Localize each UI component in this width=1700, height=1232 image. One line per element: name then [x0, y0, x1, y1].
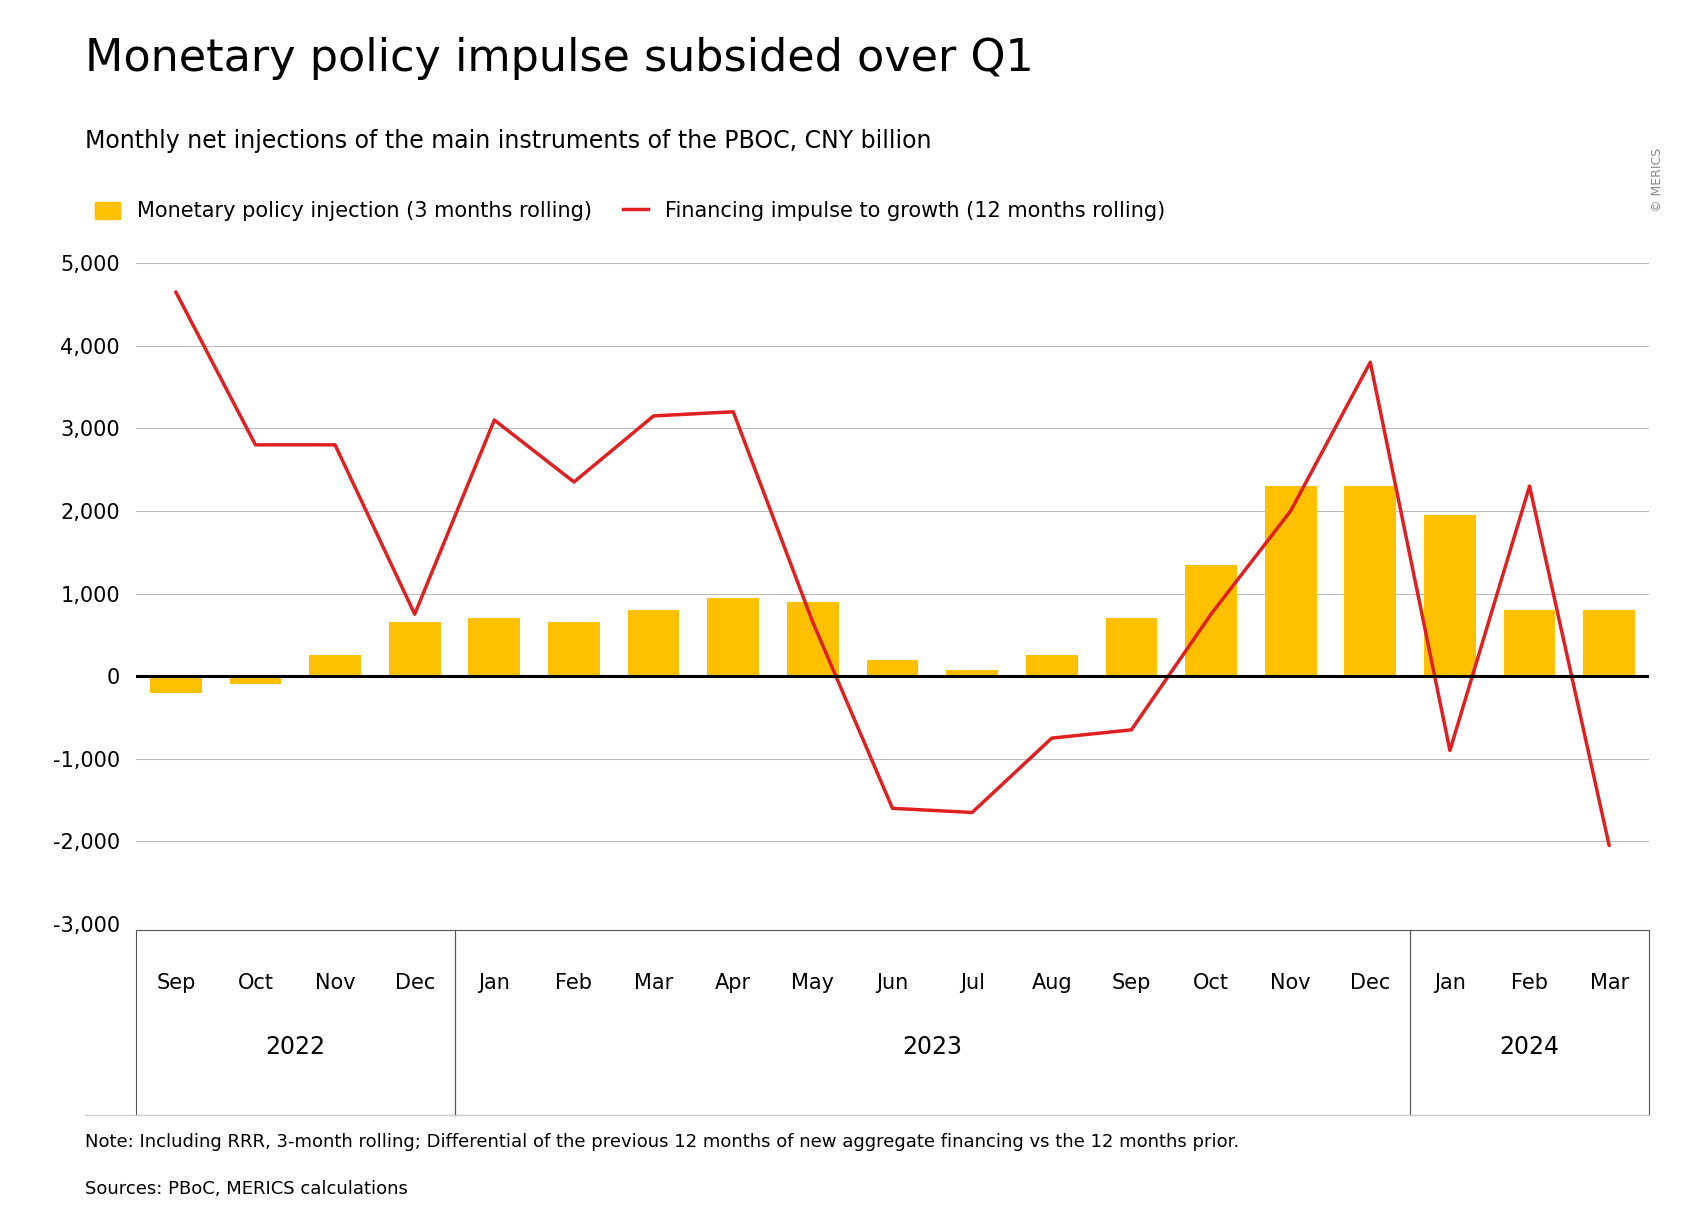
Text: Dec: Dec: [394, 973, 435, 993]
Bar: [947, 670, 998, 676]
Text: 2024: 2024: [1499, 1035, 1559, 1060]
Text: Jan: Jan: [478, 973, 510, 993]
Text: May: May: [792, 973, 835, 993]
Text: Mar: Mar: [1590, 973, 1629, 993]
Bar: [547, 622, 600, 676]
Text: Note: Including RRR, 3-month rolling; Differential of the previous 12 months of : Note: Including RRR, 3-month rolling; Di…: [85, 1133, 1239, 1152]
Text: Oct: Oct: [1193, 973, 1229, 993]
Text: Jul: Jul: [959, 973, 984, 993]
Bar: [1265, 487, 1316, 676]
Text: Mar: Mar: [634, 973, 673, 993]
Bar: [627, 610, 680, 676]
Bar: [1105, 618, 1158, 676]
Text: Apr: Apr: [716, 973, 751, 993]
Text: Oct: Oct: [238, 973, 274, 993]
Text: Dec: Dec: [1350, 973, 1391, 993]
Text: Jan: Jan: [1435, 973, 1465, 993]
Text: Nov: Nov: [1270, 973, 1311, 993]
Bar: [1185, 564, 1238, 676]
Text: 2023: 2023: [903, 1035, 962, 1060]
Text: Sep: Sep: [1112, 973, 1151, 993]
Bar: [1425, 515, 1476, 676]
Bar: [230, 676, 280, 685]
Bar: [1025, 655, 1078, 676]
Bar: [1345, 487, 1396, 676]
Bar: [469, 618, 520, 676]
Text: 2022: 2022: [265, 1035, 325, 1060]
Bar: [867, 659, 918, 676]
Bar: [707, 598, 760, 676]
Bar: [389, 622, 440, 676]
Text: Feb: Feb: [1511, 973, 1549, 993]
Text: © MERICS: © MERICS: [1651, 148, 1664, 212]
Bar: [1583, 610, 1635, 676]
Text: Feb: Feb: [556, 973, 593, 993]
Text: Nov: Nov: [314, 973, 355, 993]
Text: Aug: Aug: [1032, 973, 1073, 993]
Bar: [309, 655, 360, 676]
Bar: [150, 676, 202, 692]
Text: Monetary policy impulse subsided over Q1: Monetary policy impulse subsided over Q1: [85, 37, 1034, 80]
Text: Monthly net injections of the main instruments of the PBOC, CNY billion: Monthly net injections of the main instr…: [85, 129, 932, 153]
Text: Jun: Jun: [877, 973, 908, 993]
Text: Sep: Sep: [156, 973, 196, 993]
Bar: [1504, 610, 1556, 676]
Text: Sources: PBoC, MERICS calculations: Sources: PBoC, MERICS calculations: [85, 1180, 408, 1199]
Legend: Monetary policy injection (3 months rolling), Financing impulse to growth (12 mo: Monetary policy injection (3 months roll…: [95, 201, 1164, 222]
Bar: [787, 601, 838, 676]
